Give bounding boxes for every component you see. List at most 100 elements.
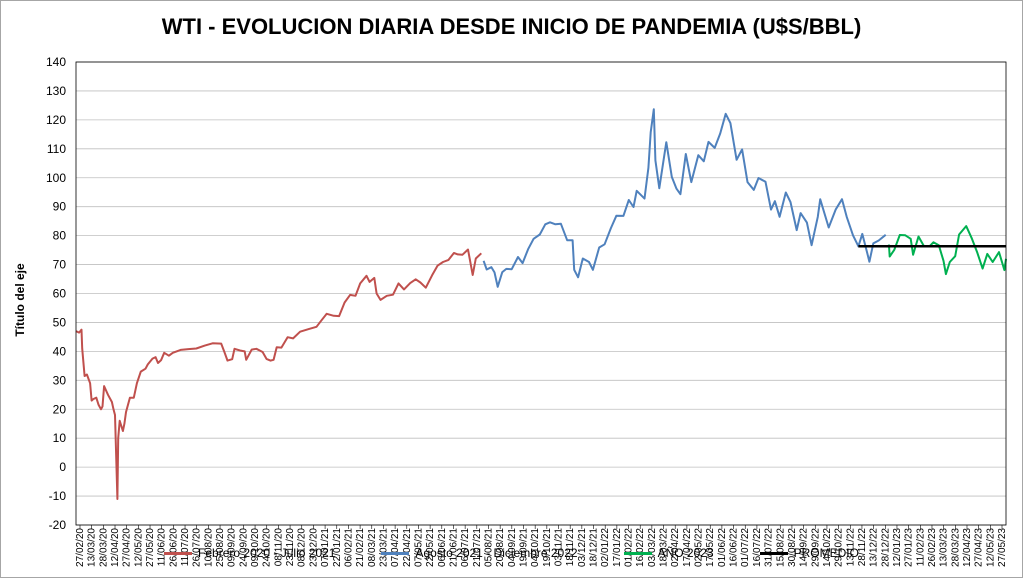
x-tick-label: 26/06/20 <box>168 528 179 567</box>
y-tick-label: 60 <box>53 287 67 301</box>
x-tick-label: 27/05/23 <box>997 528 1008 567</box>
x-tick-label: 02/05/22 <box>694 528 705 567</box>
x-tick-label: 27/04/23 <box>974 528 985 567</box>
legend-item-2: AÑO 2023 <box>623 546 714 560</box>
x-tick-label: 13/03/23 <box>939 528 950 567</box>
chart-title: WTI - EVOLUCION DIARIA DESDE INICIO DE P… <box>161 14 862 39</box>
x-tick-label: 11/02/23 <box>915 528 926 567</box>
x-tick-label: 23/03/21 <box>378 528 389 567</box>
y-tick-label: 100 <box>46 171 66 185</box>
plot-area-border <box>75 61 1007 526</box>
x-tick-label: 07/01/21 <box>320 528 331 567</box>
legend-swatch <box>381 551 410 555</box>
x-tick-label: 19/09/21 <box>518 528 529 567</box>
legend-item-3: PROMEDIO <box>759 546 859 560</box>
x-tick-label: 12/04/23 <box>962 528 973 567</box>
x-tick-label: 27/05/20 <box>145 528 156 567</box>
x-tick-label: 16/02/22 <box>635 528 646 567</box>
x-tick-label: 06/06/21 <box>437 528 448 567</box>
x-tick-label: 28/03/23 <box>950 528 961 567</box>
legend-label: AÑO 2023 <box>657 546 714 560</box>
x-tick-label: 02/01/22 <box>600 528 611 567</box>
x-tick-label: 21/07/21 <box>472 528 483 567</box>
x-tick-label: 21/02/21 <box>355 528 366 567</box>
x-tick-label: 01/06/22 <box>717 528 728 567</box>
x-tick-label: 06/02/21 <box>343 528 354 567</box>
x-tick-label: 18/03/22 <box>659 528 670 567</box>
legend-swatch <box>623 551 652 555</box>
x-tick-label: 08/03/21 <box>367 528 378 567</box>
y-tick-label: 10 <box>53 431 67 445</box>
y-tick-label: 20 <box>53 402 67 416</box>
x-tick-label: 24/10/20 <box>262 528 273 567</box>
series-line-1 <box>482 108 887 288</box>
y-tick-label: -20 <box>49 518 67 532</box>
x-tick-label: 12/05/23 <box>985 528 996 567</box>
x-tick-label: 03/12/21 <box>577 528 588 567</box>
x-tick-label: 19/10/21 <box>542 528 553 567</box>
x-tick-label: 28/11/22 <box>857 528 868 567</box>
y-tick-label: 140 <box>46 55 66 69</box>
x-tick-label: 11/06/20 <box>157 528 168 567</box>
x-tick-label: 31/07/22 <box>764 528 775 567</box>
x-tick-label: 22/04/21 <box>402 528 413 567</box>
legend-label: Agosto 2021 - Diciembre 2022 <box>415 546 578 560</box>
x-tick-label: 20/08/21 <box>495 528 506 567</box>
x-tick-label: 28/12/22 <box>880 528 891 567</box>
x-tick-labels: 27/02/20 13/03/20 28/03/20 12/04/20 27/04/20… <box>75 525 1008 567</box>
x-tick-label: 25/08/20 <box>215 528 226 567</box>
y-tick-label: 70 <box>53 258 67 272</box>
x-tick-label: 18/12/21 <box>589 528 600 567</box>
y-tick-label: 120 <box>46 113 66 127</box>
x-tick-label: 29/09/22 <box>810 528 821 567</box>
x-tick-label: 21/06/21 <box>448 528 459 567</box>
legend-item-1: Agosto 2021 - Diciembre 2022 <box>381 546 578 560</box>
legend-item-0: Febrero 2020 - Julio 2021 <box>164 546 335 560</box>
x-tick-label: 11/07/20 <box>180 528 191 567</box>
legend-swatch <box>759 551 788 555</box>
y-tick-label: 30 <box>53 373 67 387</box>
x-tick-label: 09/10/20 <box>250 528 261 567</box>
x-tick-label: 26/02/23 <box>927 528 938 567</box>
x-tick-label: 08/12/20 <box>297 528 308 567</box>
x-tick-label: 01/02/22 <box>624 528 635 567</box>
series-lines <box>75 108 1007 500</box>
x-tick-label: 28/03/20 <box>98 528 109 567</box>
y-tick-label: 40 <box>53 344 67 358</box>
grid-lines <box>76 61 1006 526</box>
y-tick-label: 90 <box>53 200 67 214</box>
legend-label: Febrero 2020 - Julio 2021 <box>198 546 336 560</box>
x-tick-label: 16/06/22 <box>729 528 740 567</box>
y-tick-label: 0 <box>59 460 66 474</box>
x-tick-label: 09/09/20 <box>227 528 238 567</box>
x-tick-label: 18/11/21 <box>565 528 576 567</box>
x-tick-label: 24/09/20 <box>238 528 249 567</box>
x-tick-label: 23/11/20 <box>285 528 296 567</box>
x-tick-label: 16/07/22 <box>752 528 763 567</box>
x-tick-label: 29/10/22 <box>834 528 845 567</box>
x-tick-label: 12/01/23 <box>892 528 903 567</box>
y-tick-label: 130 <box>46 84 66 98</box>
x-tick-label: 23/12/20 <box>308 528 319 567</box>
x-tick-label: 17/01/22 <box>612 528 623 567</box>
x-tick-label: 07/04/21 <box>390 528 401 567</box>
series-line-0 <box>75 248 482 500</box>
x-tick-label: 08/11/20 <box>273 528 284 567</box>
x-tick-label: 14/09/22 <box>799 528 810 567</box>
x-tick-label: 13/12/22 <box>869 528 880 567</box>
x-tick-label: 12/04/20 <box>110 528 121 567</box>
x-tick-label: 03/03/22 <box>647 528 658 567</box>
legend-swatch <box>164 551 193 555</box>
x-tick-label: 27/04/20 <box>122 528 133 567</box>
y-tick-label: 50 <box>53 315 67 329</box>
series-line-2 <box>887 225 1007 276</box>
x-tick-label: 13/03/20 <box>87 528 98 567</box>
x-tick-label: 01/07/22 <box>740 528 751 567</box>
x-tick-label: 30/08/22 <box>787 528 798 567</box>
x-tick-label: 13/11/22 <box>845 528 856 567</box>
x-tick-label: 22/01/21 <box>332 528 343 567</box>
y-tick-labels: -20 -10 0 10 20 30 40 50 60 70 80 90 100 110 120 130 140 <box>46 55 66 532</box>
x-tick-label: 05/08/21 <box>483 528 494 567</box>
